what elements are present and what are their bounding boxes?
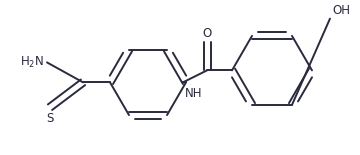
Text: S: S [46,112,54,125]
Text: H$_2$N: H$_2$N [20,55,44,70]
Text: OH: OH [332,4,350,17]
Text: O: O [202,27,212,40]
Text: NH: NH [185,87,202,100]
